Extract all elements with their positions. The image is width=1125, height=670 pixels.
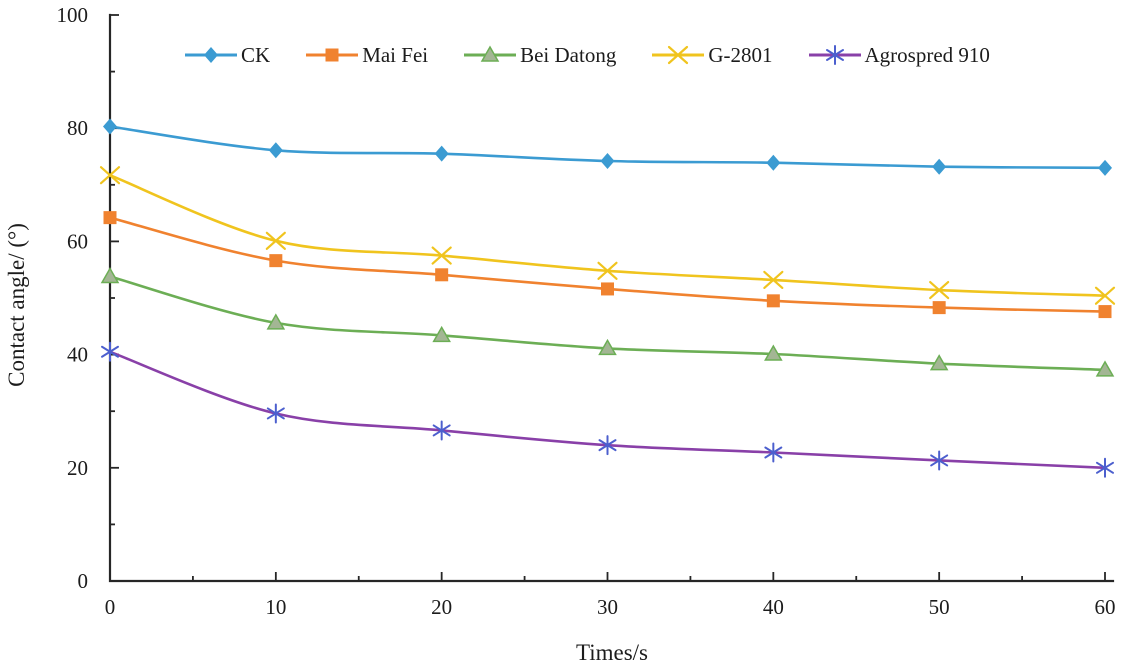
ck-marker xyxy=(766,154,781,171)
y-tick-label: 80 xyxy=(67,116,88,140)
y-tick-label: 60 xyxy=(67,229,88,253)
y-axis-title: Contact angle/ (°) xyxy=(4,223,29,387)
x-tick-label: 20 xyxy=(431,595,452,619)
bei-datong-marker xyxy=(598,338,617,356)
agrospred-910-marker xyxy=(266,407,285,420)
ck-marker xyxy=(932,158,947,175)
g-2801-marker xyxy=(597,261,618,280)
agrospred-910-marker xyxy=(432,424,451,437)
series-line-g-2801 xyxy=(108,173,1107,297)
mai-fei-marker xyxy=(601,282,614,296)
bei-datong-marker xyxy=(266,313,286,330)
mai-fei-marker xyxy=(103,211,117,225)
ck-marker xyxy=(600,153,615,170)
mai-fei-legend-marker-icon xyxy=(306,48,359,62)
y-tick-label: 40 xyxy=(67,343,88,367)
ck-legend-marker-icon xyxy=(185,47,237,63)
y-tick-label: 20 xyxy=(67,456,88,480)
ck-marker xyxy=(1098,159,1112,176)
legend-marker xyxy=(825,49,844,61)
g-2801-marker xyxy=(265,231,286,250)
agrospred-910-legend-marker-icon xyxy=(808,45,861,65)
x-tick-label: 30 xyxy=(597,595,618,619)
mai-fei-marker xyxy=(932,301,946,315)
legend-item-agrospred-910: Agrospred 910 xyxy=(808,42,990,67)
g-2801-marker xyxy=(929,280,950,300)
series-line-mai-fei xyxy=(108,216,1107,313)
legend-item-g-2801: G-2801 xyxy=(652,42,773,67)
agrospred-910-marker xyxy=(1096,461,1114,474)
x-tick-label: 40 xyxy=(763,595,784,619)
mai-fei-marker xyxy=(435,268,449,282)
x-tick-label: 60 xyxy=(1095,595,1116,619)
agrospred-910-marker xyxy=(930,454,949,467)
y-tick-label: 0 xyxy=(78,569,89,593)
ck-marker xyxy=(434,145,449,162)
ck-marker xyxy=(268,142,283,159)
legend-label: Bei Datong xyxy=(520,42,617,67)
y-tick-label: 100 xyxy=(57,3,89,27)
bei-datong-marker xyxy=(764,344,783,361)
g-2801-marker xyxy=(763,270,784,289)
chart-legend: CK Mai Fei Bei Datong G-2801 Agrospred 910 xyxy=(185,43,990,67)
g-2801-marker xyxy=(431,246,452,265)
x-tick-label: 50 xyxy=(929,595,950,619)
agrospred-910-marker xyxy=(598,439,617,452)
agrospred-910-marker xyxy=(101,345,119,358)
legend-marker xyxy=(204,47,218,63)
legend-marker xyxy=(480,45,500,62)
legend-label: Mai Fei xyxy=(362,42,429,67)
g-2801-marker xyxy=(1094,286,1116,305)
axes-lines xyxy=(108,13,1115,583)
ck-marker xyxy=(103,118,117,135)
legend-item-mai-fei: Mai Fei xyxy=(306,43,428,67)
legend-item-bei-datong: Bei Datong xyxy=(464,43,616,67)
x-axis-title: Times/s xyxy=(576,640,648,665)
legend-label: CK xyxy=(241,42,271,67)
x-tick-label: 10 xyxy=(265,595,286,619)
g-2801-marker xyxy=(99,166,121,185)
legend-label: G-2801 xyxy=(708,42,773,67)
legend-marker xyxy=(325,48,339,62)
bei-datong-legend-marker-icon xyxy=(464,45,517,62)
g-2801-legend-marker-icon xyxy=(652,45,705,65)
legend-marker xyxy=(668,45,689,65)
bei-datong-marker xyxy=(100,266,120,284)
mai-fei-marker xyxy=(269,254,283,268)
legend-label: Agrospred 910 xyxy=(864,42,990,67)
bei-datong-marker xyxy=(432,325,451,343)
plot-area: 0 20 40 60 80 100 0 10 20 30 40 50 60 xyxy=(57,3,1116,619)
agrospred-910-marker xyxy=(764,446,783,459)
bei-datong-marker xyxy=(1095,360,1115,377)
mai-fei-marker xyxy=(766,294,780,308)
bei-datong-marker xyxy=(929,354,949,371)
legend-item-ck: CK xyxy=(185,43,270,67)
mai-fei-marker xyxy=(1098,305,1112,319)
x-tick-label: 0 xyxy=(105,595,116,619)
